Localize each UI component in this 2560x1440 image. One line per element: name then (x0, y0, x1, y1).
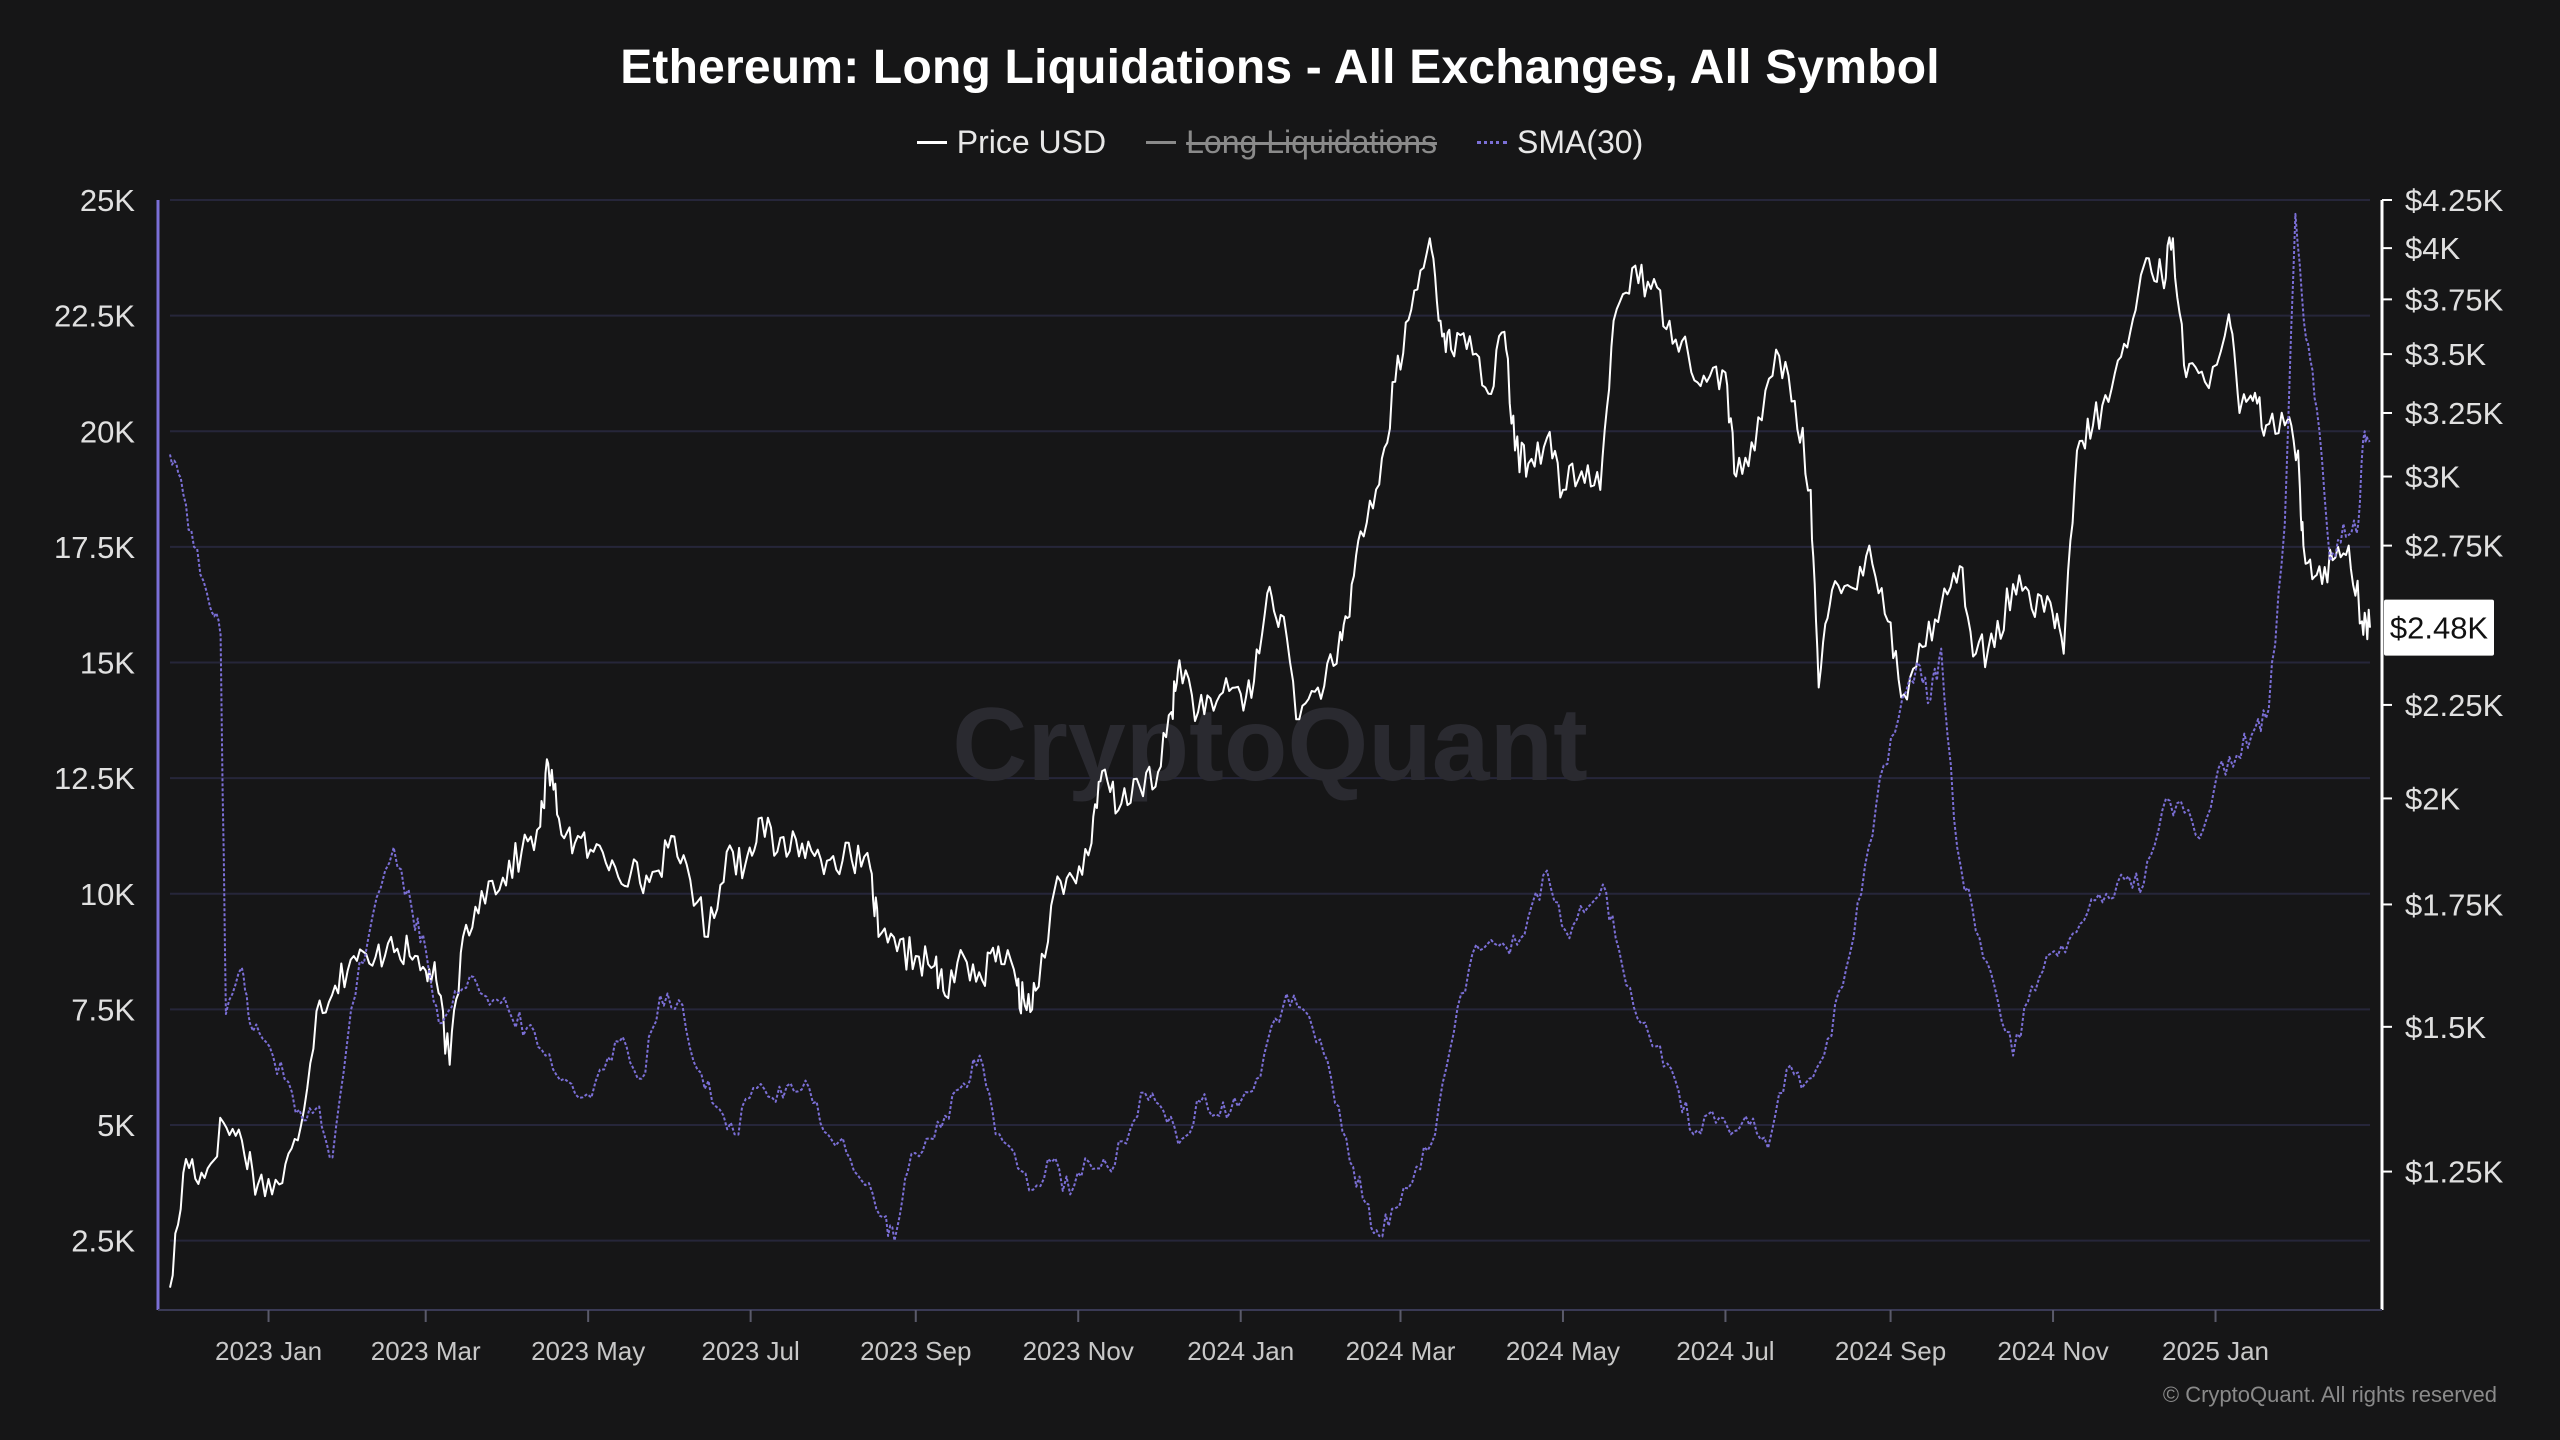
grid-lines (170, 199, 2370, 1242)
right-tick-label: $2.75K (2405, 529, 2504, 564)
right-tick-label: $3.75K (2405, 282, 2504, 317)
left-tick-label: 17.5K (54, 530, 135, 565)
right-tick-label: $4K (2405, 231, 2460, 266)
x-tick-label: 2023 Nov (1023, 1336, 1134, 1366)
legend: Price USD Long Liquidations SMA(30) (0, 124, 2560, 161)
x-tick-label: 2024 Jul (1676, 1336, 1774, 1366)
chart-title: Ethereum: Long Liquidations - All Exchan… (620, 41, 1940, 94)
right-tick-label: $1.5K (2405, 1010, 2486, 1045)
legend-swatch-sma (1476, 141, 1507, 144)
x-tick-label: 2024 Jan (1187, 1336, 1294, 1366)
right-tick-label: $2.25K (2405, 688, 2504, 723)
right-tick-label: $3.5K (2405, 337, 2486, 372)
x-tick-label: 2024 Sep (1835, 1336, 1946, 1366)
left-tick-label: 2.5K (71, 1224, 135, 1259)
left-tick-label: 20K (80, 414, 135, 449)
current-price-label: $2.48K (2390, 611, 2489, 646)
x-axis-ticks: 2023 Jan 2023 Mar 2023 May 2023 Jul 2023 Sep… (215, 1310, 2269, 1366)
legend-swatch-price (916, 141, 947, 144)
series-price-usd-line (169, 236, 2371, 1288)
legend-label-price: Price USD (956, 124, 1107, 160)
x-tick-label: 2023 May (531, 1336, 645, 1366)
right-tick-label: $1.25K (2405, 1155, 2504, 1190)
x-tick-label: 2023 Jan (215, 1336, 322, 1366)
copyright-text: © CryptoQuant. All rights reserved (2162, 1382, 2497, 1407)
current-price-badge (2384, 599, 2494, 656)
legend-item-price[interactable]: Price USD (916, 124, 1107, 161)
left-axis-ticks: 2.5K 5K 7.5K 10K 12.5K 15K 17.5K 20K 22.5K 25K (54, 183, 135, 1259)
left-tick-label: 5K (97, 1108, 135, 1143)
left-tick-label: 12.5K (54, 761, 135, 796)
x-tick-label: 2023 Mar (371, 1336, 481, 1366)
legend-item-sma[interactable]: SMA(30) (1476, 124, 1644, 161)
right-tick-label: $3K (2405, 460, 2460, 495)
left-tick-label: 22.5K (54, 299, 135, 334)
legend-swatch-long-liquidations (1146, 141, 1177, 144)
legend-label-sma: SMA(30) (1516, 124, 1644, 160)
legend-label-long-liquidations: Long Liquidations (1186, 124, 1437, 160)
x-tick-label: 2024 Nov (1997, 1336, 2108, 1366)
right-tick-label: $3.25K (2405, 396, 2504, 431)
left-tick-label: 25K (80, 183, 135, 218)
series-layer (169, 212, 2371, 1288)
left-tick-label: 10K (80, 877, 135, 912)
x-tick-label: 2023 Sep (860, 1336, 971, 1366)
left-tick-label: 15K (80, 646, 135, 681)
legend-item-long-liquidations[interactable]: Long Liquidations (1146, 124, 1437, 161)
x-tick-label: 2024 Mar (1346, 1336, 1456, 1366)
right-tick-label: $2K (2405, 781, 2460, 816)
x-tick-label: 2024 May (1506, 1336, 1620, 1366)
x-tick-label: 2023 Jul (701, 1336, 799, 1366)
current-price-marker: $2.48K (2384, 599, 2494, 656)
left-tick-label: 7.5K (71, 992, 135, 1027)
x-tick-label: 2025 Jan (2162, 1336, 2269, 1366)
series-sma30-line (169, 212, 2371, 1242)
right-axis-ticks: $1.25K $1.5K $1.75K $2K $2.25K $2.75K $3K $3.25… (2382, 183, 2504, 1190)
right-tick-label: $1.75K (2405, 887, 2504, 922)
watermark: CryptoQuant (952, 687, 1588, 803)
right-tick-label: $4.25K (2405, 183, 2504, 218)
